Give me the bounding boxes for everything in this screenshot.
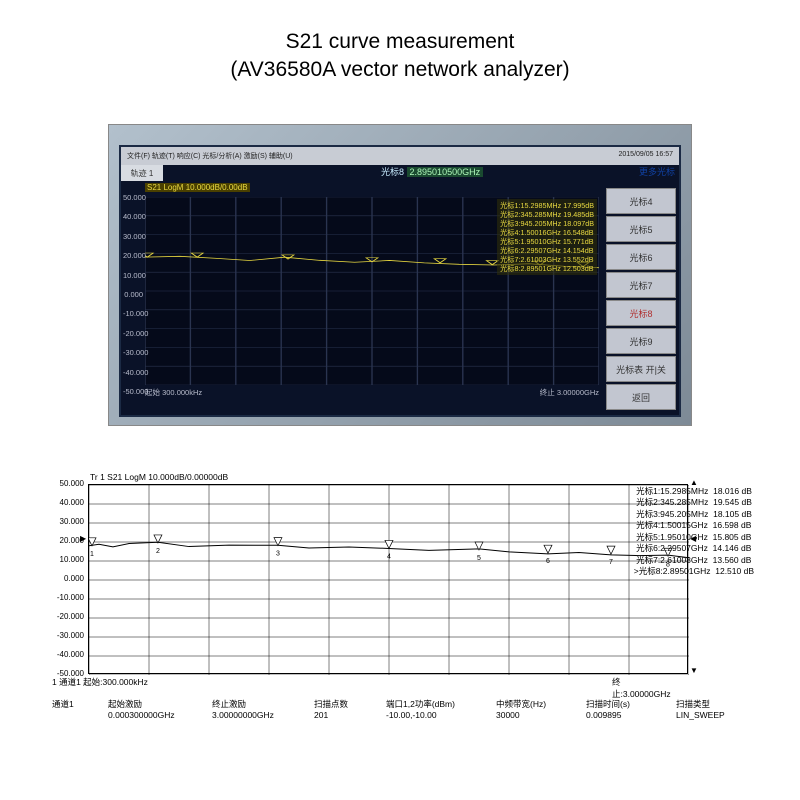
trace-header: S21 LogM 10.000dB/0.00dB xyxy=(145,183,250,192)
analyzer-x-axis: 起始 300.000kHz 终止 3.00000GHz xyxy=(145,387,599,399)
sidebar-btn-3[interactable]: 光标7 xyxy=(606,272,676,298)
param-value: 30000 xyxy=(496,710,586,721)
analyzer-ytick: -10.000 xyxy=(123,309,143,318)
more-markers-label: 更多光标 xyxy=(639,165,675,181)
lower-ytick: 20.000 xyxy=(46,536,84,545)
param-header: 起始激励 xyxy=(108,699,212,710)
sidebar-btn-2[interactable]: 光标6 xyxy=(606,244,676,270)
menubar-text: 文件(F) 轨迹(T) 响应(C) 光标/分析(A) 激励(S) 辅助(U) xyxy=(127,151,293,161)
param-value: -10.00,-10.00 xyxy=(386,710,496,721)
analyzer-ytick: 50.000 xyxy=(123,193,143,202)
svg-text:3: 3 xyxy=(276,551,280,558)
analyzer-screen: 文件(F) 轨迹(T) 响应(C) 光标/分析(A) 激励(S) 辅助(U) 2… xyxy=(119,145,681,417)
param-value xyxy=(52,710,108,721)
analyzer-marker-table: 光标1:15.2985MHz 17.995dB光标2:345.285MHz 19… xyxy=(497,199,597,275)
active-marker-readout: 光标8 2.895010500GHz xyxy=(381,165,483,181)
param-value: 3.00000000GHz xyxy=(212,710,314,721)
lower-ytick: 10.000 xyxy=(46,555,84,564)
analyzer-sidebar: 光标4光标5光标6光标7光标8光标9光标表 开|关返回 xyxy=(605,187,677,411)
lower-ytick: -30.000 xyxy=(46,631,84,640)
analyzer-menubar: 文件(F) 轨迹(T) 响应(C) 光标/分析(A) 激励(S) 辅助(U) 2… xyxy=(121,147,679,165)
lower-ytick: -40.000 xyxy=(46,650,84,659)
analyzer-ytick: 30.000 xyxy=(123,232,143,241)
menubar-timestamp: 2015/09/05 16:57 xyxy=(619,151,674,161)
param-header: 终止激励 xyxy=(212,699,314,710)
analyzer-photo: 文件(F) 轨迹(T) 响应(C) 光标/分析(A) 激励(S) 辅助(U) 2… xyxy=(108,124,692,426)
lower-plot: 12345678 xyxy=(88,484,688,674)
lower-params-table: 通道1起始激励终止激励扫描点数端口1,2功率(dBm)中频带宽(Hz)扫描时间(… xyxy=(52,699,758,721)
param-value: 0.009895 xyxy=(586,710,676,721)
arrow-up-icon: ▲ xyxy=(690,478,698,487)
svg-text:5: 5 xyxy=(477,555,481,562)
svg-text:7: 7 xyxy=(609,559,613,566)
param-header: 端口1,2功率(dBm) xyxy=(386,699,496,710)
ref-arrow-left-icon: ▶ xyxy=(80,534,86,543)
lower-ytick: 30.000 xyxy=(46,517,84,526)
param-header: 通道1 xyxy=(52,699,108,710)
lower-ytick: 0.000 xyxy=(46,574,84,583)
param-header: 扫描类型 xyxy=(676,699,758,710)
sidebar-btn-5[interactable]: 光标9 xyxy=(606,328,676,354)
arrow-down-icon: ▼ xyxy=(690,666,698,675)
param-value: 201 xyxy=(314,710,386,721)
lower-ytick: 40.000 xyxy=(46,498,84,507)
param-header: 中频带宽(Hz) xyxy=(496,699,586,710)
analyzer-ytick: -20.000 xyxy=(123,329,143,338)
ref-arrow-right-icon: ◀ xyxy=(690,534,696,543)
title-line1: S21 curve measurement xyxy=(286,30,515,53)
lower-ytick: -20.000 xyxy=(46,612,84,621)
analyzer-ytick: -30.000 xyxy=(123,348,143,357)
lower-chart: Tr 1 S21 LogM 10.000dB/0.00000dB 1234567… xyxy=(46,484,754,724)
lower-channel-footer: 1 通道1 起始:300.000kHz 终止:3.00000GHz xyxy=(52,676,148,688)
sidebar-btn-1[interactable]: 光标5 xyxy=(606,216,676,242)
param-header: 扫描时间(s) xyxy=(586,699,676,710)
analyzer-ytick: 10.000 xyxy=(123,271,143,280)
param-value: LIN_SWEEP xyxy=(676,710,758,721)
sidebar-btn-7[interactable]: 返回 xyxy=(606,384,676,410)
analyzer-ytick: 20.000 xyxy=(123,251,143,260)
page-title: S21 curve measurement (AV36580A vector n… xyxy=(0,0,800,85)
sidebar-btn-0[interactable]: 光标4 xyxy=(606,188,676,214)
lower-ytick: 50.000 xyxy=(46,479,84,488)
track-tab[interactable]: 轨迹 1 xyxy=(121,165,163,181)
sidebar-btn-4[interactable]: 光标8 xyxy=(606,300,676,326)
analyzer-ytick: 40.000 xyxy=(123,212,143,221)
title-line2: (AV36580A vector network analyzer) xyxy=(230,58,569,81)
analyzer-ytick: 0.000 xyxy=(123,290,143,299)
sidebar-btn-6[interactable]: 光标表 开|关 xyxy=(606,356,676,382)
param-header: 扫描点数 xyxy=(314,699,386,710)
analyzer-ytick: -40.000 xyxy=(123,368,143,377)
analyzer-ytick: -50.000 xyxy=(123,387,143,396)
svg-text:2: 2 xyxy=(156,548,160,555)
lower-marker-list: 光标1:15.2985MHz 18.016 dB 光标2:345.285MHz … xyxy=(634,486,754,578)
lower-ytick: -10.000 xyxy=(46,593,84,602)
svg-text:4: 4 xyxy=(387,553,391,560)
lower-trace-header: Tr 1 S21 LogM 10.000dB/0.00000dB xyxy=(90,472,228,482)
param-value: 0.000300000GHz xyxy=(108,710,212,721)
svg-text:1: 1 xyxy=(90,551,94,558)
svg-text:6: 6 xyxy=(546,558,550,565)
